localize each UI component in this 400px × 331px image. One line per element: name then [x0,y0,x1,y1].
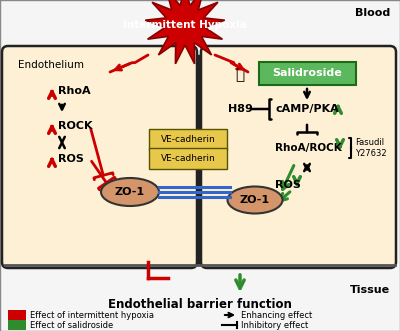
Text: Intermittent Hypoxia: Intermittent Hypoxia [123,20,247,30]
Text: Inhibitory effect: Inhibitory effect [241,320,308,329]
Text: H89: H89 [228,104,253,114]
Text: Endothelium: Endothelium [18,60,84,70]
Text: ROS: ROS [58,154,84,164]
Text: Blood: Blood [355,8,390,18]
Text: Fasudil
Y27632: Fasudil Y27632 [355,138,387,158]
Bar [8,310,26,320]
FancyBboxPatch shape [201,46,396,268]
Text: Effect of intermittent hypoxia: Effect of intermittent hypoxia [30,310,154,319]
Text: 🌿: 🌿 [236,68,244,82]
FancyBboxPatch shape [2,46,197,268]
Ellipse shape [101,178,159,206]
Text: Endothelial barrier function: Endothelial barrier function [108,299,292,311]
Text: Effect of salidroside: Effect of salidroside [30,320,113,329]
Text: ROS: ROS [275,180,301,190]
Text: Salidroside: Salidroside [272,68,342,78]
Text: Enhancing effect: Enhancing effect [241,310,312,319]
Polygon shape [145,0,225,64]
FancyBboxPatch shape [149,129,227,150]
Ellipse shape [228,186,282,213]
Text: ZO-1: ZO-1 [240,195,270,205]
Bar [8,320,26,330]
Text: VE-cadherin: VE-cadherin [161,134,215,144]
Text: Tissue: Tissue [350,285,390,295]
Text: RhoA/ROCK: RhoA/ROCK [275,143,342,153]
Text: RhoA: RhoA [58,86,91,96]
FancyBboxPatch shape [149,148,227,169]
FancyBboxPatch shape [259,62,356,85]
Text: ROCK: ROCK [58,121,92,131]
Text: cAMP/PKA: cAMP/PKA [275,104,339,114]
Text: VE-cadherin: VE-cadherin [161,154,215,163]
Text: ZO-1: ZO-1 [115,187,145,197]
